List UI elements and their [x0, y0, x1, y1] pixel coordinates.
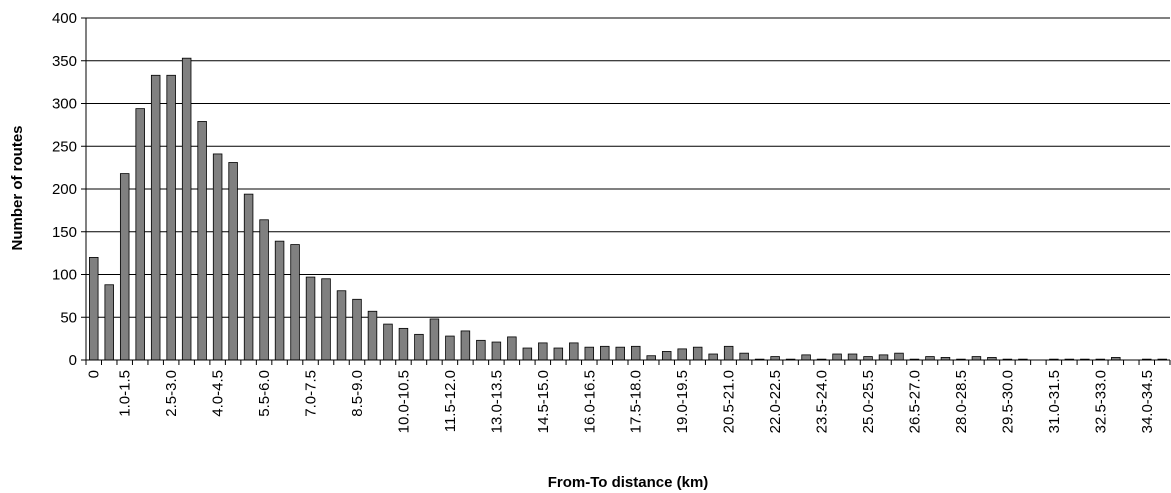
x-tick-label: 16.0-16.5	[581, 370, 598, 433]
x-tick-label: 19.0-19.5	[674, 370, 691, 433]
bar	[491, 341, 502, 361]
x-tick-label: 28.0-28.5	[953, 370, 970, 433]
y-tick-label: 0	[69, 352, 77, 369]
bar	[243, 193, 254, 361]
y-tick-label: 400	[52, 10, 77, 27]
y-tick-label: 350	[52, 53, 77, 70]
x-tick-label: 32.5-33.0	[1092, 370, 1109, 433]
bar	[677, 348, 687, 361]
bar	[135, 108, 145, 361]
bar	[538, 342, 548, 361]
bar	[119, 173, 130, 361]
bar	[600, 345, 610, 361]
x-tick-label: 0	[86, 370, 103, 378]
bar	[971, 356, 982, 361]
bar	[615, 346, 625, 361]
x-tick-labels: 0 1.0-1.5 2.5-3.0 4.0-4.5 5.5-6.0 7.0-7.5 8.5-…	[86, 370, 1156, 433]
bar	[631, 345, 641, 361]
y-tick-label: 250	[52, 138, 77, 155]
bar	[507, 336, 517, 361]
x-tick-label: 11.5-12.0	[442, 370, 459, 432]
x-tick-label: 5.5-6.0	[256, 370, 273, 417]
y-axis-title: Number of routes	[9, 125, 26, 250]
bar	[228, 162, 238, 361]
bar	[646, 355, 656, 361]
bar	[847, 353, 858, 361]
bar	[445, 335, 455, 361]
bar	[476, 339, 486, 361]
x-tick-label: 1.0-1.5	[117, 370, 134, 417]
bar	[584, 346, 595, 361]
bar	[305, 276, 316, 361]
bar	[166, 74, 176, 361]
x-tick-label: 7.0-7.5	[303, 370, 320, 417]
x-tick-label: 26.5-27.0	[906, 370, 923, 433]
x-tick-label: 22.0-22.5	[767, 370, 784, 433]
bar	[383, 323, 393, 361]
x-tick-label: 31.0-31.5	[1046, 370, 1063, 433]
bar	[398, 327, 409, 361]
x-tick-label: 29.5-30.0	[999, 370, 1016, 433]
x-tick-label: 23.5-24.0	[814, 370, 831, 433]
bar	[925, 356, 935, 361]
x-axis-title: From-To distance (km)	[548, 474, 709, 491]
bar	[429, 318, 440, 361]
x-tick-label: 34.0-34.5	[1139, 370, 1156, 433]
bar	[290, 244, 300, 361]
x-tick-label: 4.0-4.5	[210, 370, 227, 417]
bar	[894, 352, 904, 361]
bar	[89, 256, 99, 361]
x-tick-label: 25.0-25.5	[860, 370, 877, 433]
bar	[367, 310, 378, 361]
x-tick-label: 8.5-9.0	[349, 370, 366, 417]
y-tick-label: 200	[52, 181, 77, 198]
bar	[770, 356, 780, 361]
bar	[569, 342, 579, 361]
bar	[878, 354, 889, 361]
bar	[104, 284, 114, 361]
bar	[336, 290, 347, 361]
bar	[181, 57, 192, 361]
x-tick-label: 14.5-15.0	[535, 370, 552, 433]
y-tick-label: 150	[52, 224, 77, 241]
y-tick-label: 300	[52, 96, 77, 113]
y-tick-label: 100	[52, 267, 77, 284]
bar	[414, 333, 424, 361]
bar	[460, 330, 471, 361]
x-tick-label: 17.5-18.0	[628, 370, 645, 433]
x-tick-label: 13.0-13.5	[488, 370, 505, 433]
x-tick-label: 20.5-21.0	[721, 370, 738, 433]
bar	[708, 353, 718, 361]
bar	[352, 298, 362, 361]
axes	[81, 17, 1171, 365]
bar	[274, 240, 285, 361]
bar	[692, 346, 703, 361]
y-tick-label: 50	[60, 309, 77, 326]
x-tick-label: 2.5-3.0	[163, 370, 180, 417]
bar	[259, 219, 269, 361]
bar	[321, 278, 331, 361]
bar	[863, 356, 873, 361]
x-tick-label: 10.0-10.5	[395, 370, 412, 433]
bar	[197, 121, 207, 361]
bar	[522, 347, 533, 361]
bar	[739, 352, 749, 361]
bar	[832, 353, 842, 361]
bar	[150, 74, 161, 361]
bar	[553, 347, 564, 361]
bar	[212, 153, 223, 361]
bar	[801, 354, 811, 361]
y-tick-labels: 0 50 100 150 200 250 300 350 400	[52, 10, 77, 369]
bar	[661, 351, 672, 361]
bar	[723, 345, 734, 361]
